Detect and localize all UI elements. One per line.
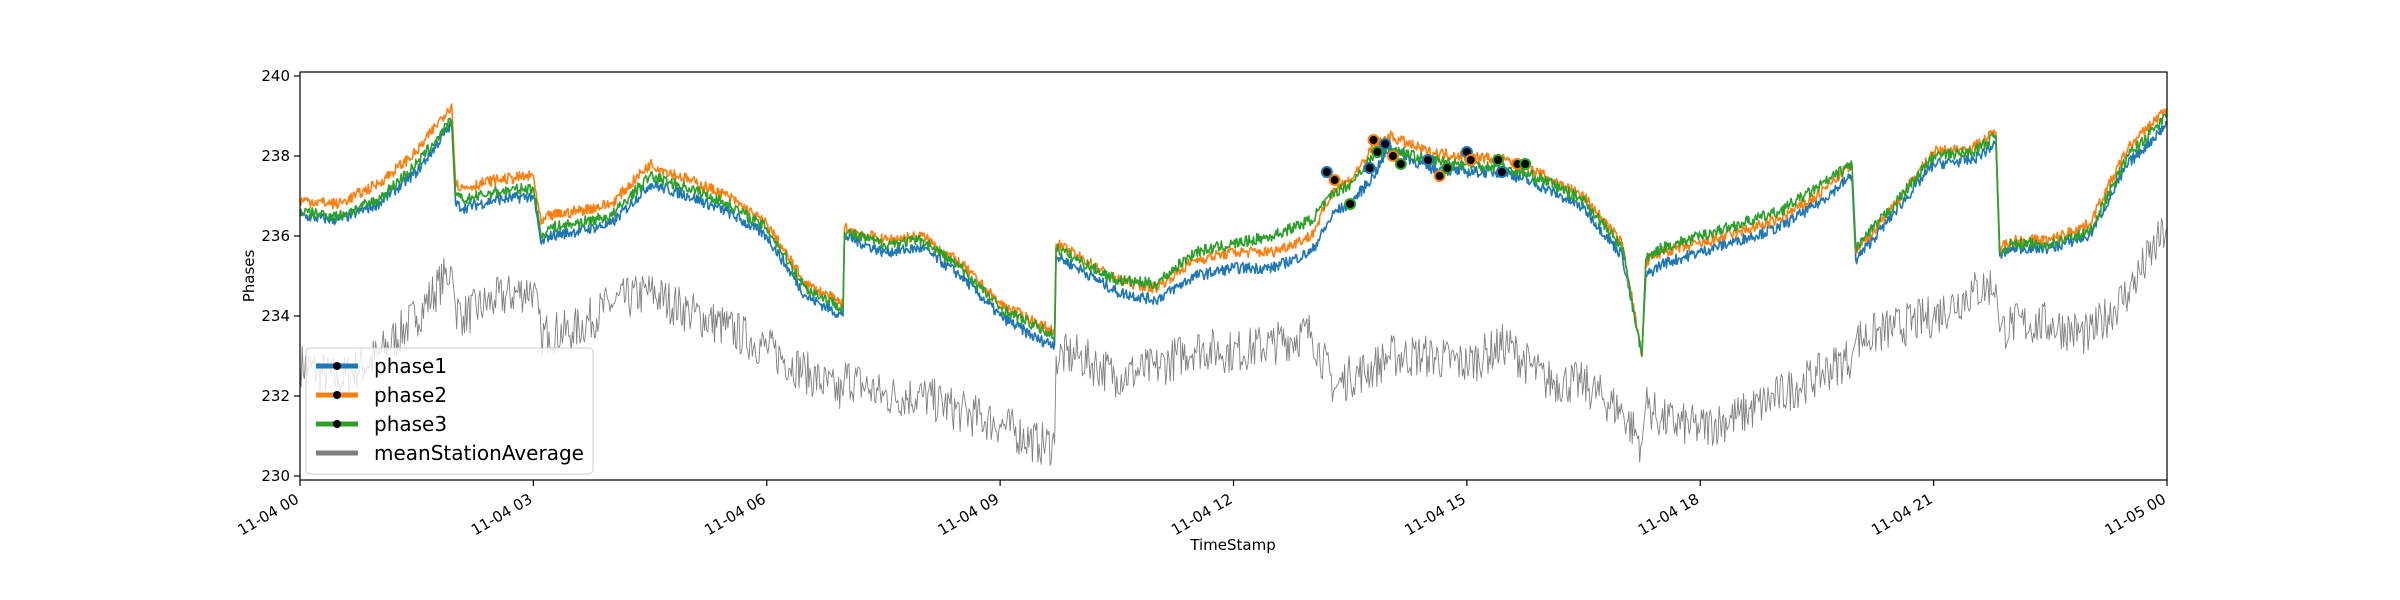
- y-axis-title: Phases: [240, 250, 258, 303]
- series-line-meanStationAverage: [299, 218, 2168, 467]
- anomaly-point: [1433, 170, 1446, 182]
- anomaly-point: [1387, 150, 1399, 162]
- anomaly-point: [1363, 162, 1376, 174]
- legend-marker-phase3: [333, 420, 341, 428]
- legend: phase1 phase2 phase3 meanStationAverage: [305, 347, 594, 475]
- legend-label-phase2: phase2: [374, 383, 447, 407]
- anomaly-point: [1492, 154, 1504, 166]
- anomaly-point: [1344, 198, 1357, 210]
- anomaly-point: [1464, 154, 1477, 166]
- series-line-phase3: [299, 113, 2168, 357]
- legend-entry-phase3: phase3: [316, 412, 447, 436]
- y-tick-label: 236: [261, 227, 290, 245]
- x-axis-title: TimeStamp: [1189, 536, 1275, 554]
- y-tick-label: 238: [261, 147, 290, 165]
- anomaly-point: [1495, 166, 1508, 178]
- y-tick-label: 230: [261, 467, 290, 485]
- legend-entry-meanStationAverage: meanStationAverage: [316, 441, 584, 465]
- legend-label-phase1: phase1: [374, 354, 447, 378]
- y-tick-label: 234: [261, 307, 290, 325]
- anomaly-point: [1394, 158, 1407, 170]
- anomaly-point: [1371, 146, 1384, 158]
- legend-entry-phase1: phase1: [316, 354, 447, 378]
- anomaly-point: [1320, 166, 1333, 178]
- legend-marker-phase1: [333, 362, 341, 370]
- anomaly-point: [1422, 154, 1434, 166]
- legend-marker-phase2: [333, 391, 341, 399]
- y-tick-label: 240: [261, 67, 290, 85]
- anomaly-point: [1379, 138, 1392, 150]
- legend-frame: [305, 347, 594, 475]
- series-line-phase1: [299, 120, 2168, 357]
- anomaly-point: [1441, 162, 1454, 174]
- plot-area: [299, 103, 2168, 467]
- anomaly-point: [1328, 174, 1341, 186]
- legend-entry-phase2: phase2: [316, 383, 447, 407]
- anomaly-point: [1367, 134, 1380, 146]
- legend-label-meanStationAverage: meanStationAverage: [374, 441, 584, 465]
- legend-label-phase3: phase3: [374, 412, 447, 436]
- anomaly-point: [1519, 158, 1532, 170]
- y-tick-label: 232: [261, 387, 290, 405]
